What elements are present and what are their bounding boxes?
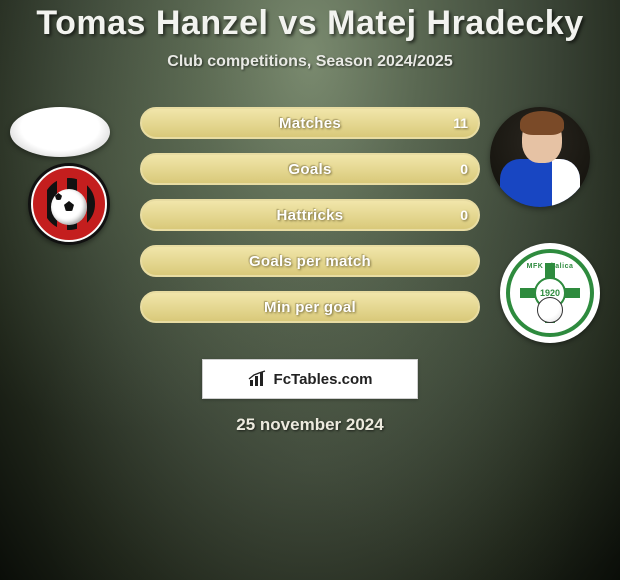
stat-value-right: 0 xyxy=(460,207,468,223)
player-right-hair xyxy=(520,111,564,135)
club-left-badge xyxy=(28,163,110,245)
stat-label: Goals per match xyxy=(249,253,371,270)
stat-row-goals: Goals 0 xyxy=(140,153,480,185)
branding-text: FcTables.com xyxy=(274,371,373,388)
player-right-avatar xyxy=(490,107,590,207)
stat-value-right: 11 xyxy=(453,115,468,131)
stats-area: MFK Skalica 1920 Matches 11 Goals 0 Hatt… xyxy=(0,107,620,357)
stat-label: Matches xyxy=(279,115,341,132)
branding-badge: FcTables.com xyxy=(202,359,418,399)
content-wrap: Tomas Hanzel vs Matej Hradecky Club comp… xyxy=(0,0,620,580)
stat-label: Min per goal xyxy=(264,299,356,316)
stat-label: Hattricks xyxy=(277,207,344,224)
stat-value-right: 0 xyxy=(460,161,468,177)
club-right-badge: MFK Skalica 1920 xyxy=(500,243,600,343)
page-title: Tomas Hanzel vs Matej Hradecky xyxy=(0,4,620,43)
soccer-ball-icon xyxy=(51,189,87,225)
infographic-date: 25 november 2024 xyxy=(0,415,620,435)
stat-row-goals-per-match: Goals per match xyxy=(140,245,480,277)
club-right-inner-ring: MFK Skalica 1920 xyxy=(506,249,594,337)
stat-row-matches: Matches 11 xyxy=(140,107,480,139)
bar-chart-icon xyxy=(248,370,270,388)
soccer-ball-icon xyxy=(537,297,563,323)
stat-row-hattricks: Hattricks 0 xyxy=(140,199,480,231)
stat-row-min-per-goal: Min per goal xyxy=(140,291,480,323)
player-right-jersey xyxy=(500,159,580,207)
stat-label: Goals xyxy=(288,161,331,178)
player-left-avatar xyxy=(10,107,110,157)
page-subtitle: Club competitions, Season 2024/2025 xyxy=(0,53,620,71)
